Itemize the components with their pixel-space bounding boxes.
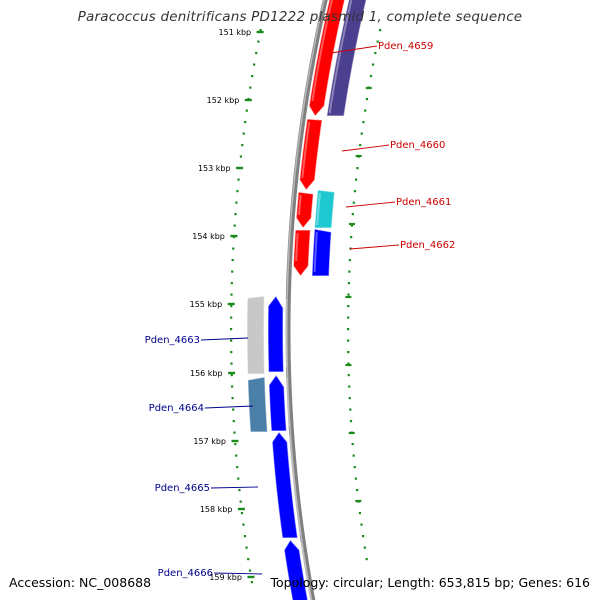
kbp-tick-mark: [230, 234, 238, 238]
gene-arrow-pden-4659-red[interactable]: [308, 0, 347, 117]
gene-leader-line: [213, 572, 263, 575]
gene-arrow-pden-4659-indigo[interactable]: [326, 0, 368, 117]
gene-arrow-pden-4663-blue[interactable]: [267, 294, 287, 373]
minor-tick-mark: [355, 154, 362, 158]
sequence-backbone: [285, 0, 328, 600]
minor-tick-mark: [345, 295, 352, 299]
gene-arrow-pden-4661-red[interactable]: [295, 191, 314, 229]
kbp-tick-label: 155 kbp: [190, 300, 223, 309]
gene-leader-line: [200, 337, 249, 341]
gene-arrow-pden-4662-red[interactable]: [292, 229, 312, 277]
gene-label-pden-4665[interactable]: Pden_4665: [155, 483, 259, 494]
gene-arrow-pden-4664-blue[interactable]: [268, 373, 290, 432]
kbp-tick-label: 154 kbp: [192, 232, 225, 241]
map-title: Paracoccus denitrificans PD1222 plasmid …: [77, 9, 523, 25]
kbp-tick-mark: [231, 439, 239, 443]
gene-leader-line: [341, 144, 390, 152]
gene-label-pden-4662[interactable]: Pden_4662: [349, 240, 455, 251]
minor-tick-mark: [355, 499, 362, 503]
kbp-tick-label: 156 kbp: [190, 369, 223, 378]
kbp-tick-mark: [228, 371, 236, 375]
gene-arrow-pden-4664-steel[interactable]: [247, 376, 271, 433]
minor-tick-mark: [365, 86, 372, 90]
kbp-tick-mark: [244, 98, 252, 102]
gene-name-text: Pden_4665: [155, 483, 210, 494]
kbp-tick-label: 153 kbp: [198, 164, 231, 173]
gene-leader-line: [349, 244, 400, 250]
kbp-tick-label: 159 kbp: [209, 573, 242, 582]
gene-name-text: Pden_4659: [378, 41, 433, 52]
gene-arrow-pden-4666[interactable]: [283, 539, 312, 600]
gene-name-text: Pden_4663: [145, 335, 200, 346]
sequence-backbone-highlight: [286, 0, 325, 600]
gene-leader-line: [204, 405, 254, 409]
gene-name-text: Pden_4661: [396, 197, 451, 208]
gene-label-pden-4661[interactable]: Pden_4661: [345, 197, 451, 208]
minor-tick-mark: [345, 363, 352, 367]
gene-arrow-pden-4660[interactable]: [299, 118, 323, 191]
gene-name-text: Pden_4662: [400, 240, 455, 251]
gene-arrow-pden-4665[interactable]: [271, 431, 301, 539]
kbp-tick-label: 151 kbp: [219, 28, 252, 37]
gene-arrow-pden-4663-grey[interactable]: [246, 295, 269, 375]
minor-tick-mark: [348, 222, 355, 226]
kbp-tick-mark: [256, 30, 264, 34]
gene-label-pden-4666[interactable]: Pden_4666: [158, 568, 263, 579]
accession-text: Accession: NC_008688: [9, 575, 152, 590]
inner-dotted-track: [230, 29, 262, 584]
gene-arrow-pden-4661-cyan[interactable]: [313, 189, 336, 229]
topology-info-text: Topology: circular; Length: 653,815 bp; …: [270, 575, 591, 590]
gene-name-text: Pden_4664: [149, 403, 204, 414]
gene-name-text: Pden_4660: [390, 140, 445, 151]
minor-tick-mark: [348, 431, 355, 435]
outer-dotted-track: [347, 29, 382, 561]
kbp-tick-label: 152 kbp: [207, 96, 240, 105]
gene-label-pden-4663[interactable]: Pden_4663: [145, 335, 249, 346]
gene-name-text: Pden_4666: [158, 568, 213, 579]
gene-label-pden-4664[interactable]: Pden_4664: [149, 403, 254, 414]
kbp-tick-mark: [237, 507, 245, 511]
gene-label-pden-4660[interactable]: Pden_4660: [341, 140, 445, 152]
kbp-tick-label: 157 kbp: [193, 437, 226, 446]
gene-label-pden-4659[interactable]: Pden_4659: [330, 41, 433, 54]
gene-arrow-pden-4662-blue[interactable]: [311, 228, 332, 277]
gene-leader-line: [210, 486, 259, 489]
kbp-tick-mark: [236, 166, 244, 170]
kbp-tick-label: 158 kbp: [200, 505, 233, 514]
gene-leader-line: [330, 45, 378, 54]
gene-leader-line: [345, 201, 396, 208]
kbp-tick-mark: [247, 575, 255, 579]
kbp-tick-mark: [227, 302, 235, 306]
